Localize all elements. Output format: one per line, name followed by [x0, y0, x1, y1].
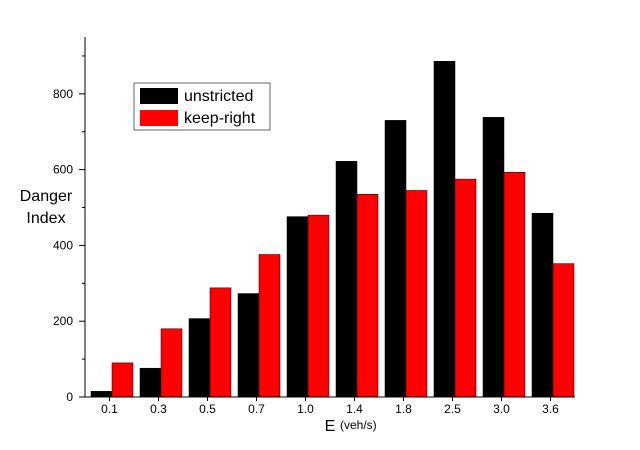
bar-keep-right-3.0 [503, 172, 526, 398]
bar-keep-right-0.5 [209, 287, 232, 398]
y-tick-label: 0 [66, 390, 73, 404]
x-axis-unit: (veh/s) [340, 418, 377, 432]
bar-unstricted-0.7 [237, 293, 260, 398]
y-tick-label: 800 [53, 87, 73, 101]
x-tick-label: 0.5 [199, 402, 216, 416]
y-axis-title-line2: Index [26, 210, 65, 227]
bar-keep-right-2.5 [454, 178, 477, 398]
bar-keep-right-0.3 [160, 328, 183, 398]
x-tick-label: 1.0 [297, 402, 314, 416]
x-tick-label: 1.8 [395, 402, 412, 416]
bar-keep-right-3.6 [552, 263, 575, 398]
y-tick-label: 600 [53, 163, 73, 177]
x-ticks: 0.1 0.3 0.5 0.7 1.0 1.4 1.8 2.5 3.0 3.6 [101, 397, 559, 416]
bar-keep-right-1.8 [405, 190, 428, 398]
legend-label-unstricted: unstricted [184, 88, 253, 105]
y-ticks: 0 200 400 600 800 [53, 55, 85, 404]
bar-keep-right-1.0 [307, 214, 330, 398]
y-axis-title-line1: Danger [20, 188, 73, 205]
bar-unstricted-1.0 [286, 216, 309, 398]
bar-keep-right-0.1 [111, 362, 134, 398]
bar-unstricted-0.5 [188, 318, 211, 398]
x-tick-label: 0.1 [101, 402, 118, 416]
legend-label-keep-right: keep-right [184, 110, 256, 127]
x-tick-label: 0.3 [150, 402, 167, 416]
bar-keep-right-0.7 [258, 254, 281, 398]
bar-unstricted-0.3 [139, 367, 162, 398]
bar-keep-right-1.4 [356, 194, 379, 398]
x-tick-label: 3.0 [493, 402, 510, 416]
bar-unstricted-1.8 [384, 120, 407, 398]
y-tick-label: 200 [53, 314, 73, 328]
legend-swatch-unstricted [140, 88, 178, 104]
bar-unstricted-0.1 [90, 391, 113, 398]
bar-unstricted-1.4 [335, 161, 358, 398]
y-tick-label: 400 [53, 238, 73, 252]
x-tick-label: 2.5 [444, 402, 461, 416]
x-axis-title: E [325, 418, 336, 435]
legend-swatch-keep-right [140, 110, 178, 126]
x-tick-label: 1.4 [346, 402, 363, 416]
bars-group [90, 61, 575, 398]
bar-unstricted-3.6 [531, 212, 554, 398]
x-tick-label: 3.6 [542, 402, 559, 416]
bar-unstricted-3.0 [482, 117, 505, 398]
bar-unstricted-2.5 [433, 61, 456, 398]
legend: unstricted keep-right [133, 82, 271, 131]
x-tick-label: 0.7 [248, 402, 265, 416]
